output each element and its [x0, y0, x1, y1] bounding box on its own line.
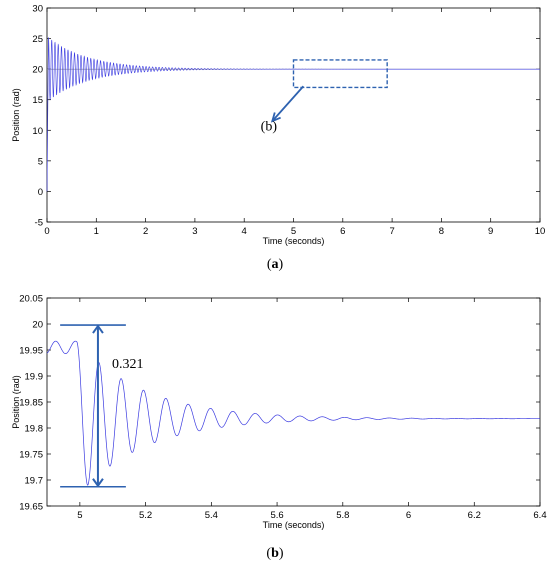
y-tick-label: 19.9 [25, 372, 44, 383]
x-tick-label: 3 [192, 226, 197, 237]
y-tick-label: 19.95 [19, 346, 43, 357]
plot-frame [46, 7, 541, 223]
y-tick-label: 0 [38, 187, 43, 198]
caption-open: ( [267, 257, 272, 272]
plot-frame [46, 297, 541, 507]
x-tick-label: 7 [389, 226, 394, 237]
y-tick-label: 20 [32, 320, 43, 331]
x-tick-label: 5.6 [270, 510, 283, 521]
x-tick-label: 6 [406, 510, 411, 521]
x-tick-label: 5.8 [336, 510, 349, 521]
annotation-arrow-head-up [92, 324, 104, 334]
caption-open: ( [266, 546, 271, 561]
y-tick-label: 30 [32, 4, 43, 15]
y-tick-label: 19.8 [25, 424, 44, 435]
x-tick-label: 2 [143, 226, 148, 237]
position-series-line [46, 340, 540, 486]
annotation-label: 0.321 [112, 357, 143, 372]
y-tick-label: 19.85 [19, 398, 43, 409]
y-tick-label: 19.7 [25, 476, 44, 487]
y-tick-label: 15 [32, 95, 43, 106]
x-tick-label: 8 [439, 226, 444, 237]
callout-label: (b) [261, 119, 278, 134]
x-tick-label: 0 [44, 226, 49, 237]
x-tick-label: 5.4 [205, 510, 218, 521]
caption-close: ) [279, 257, 284, 272]
x-tick-label: 9 [488, 226, 493, 237]
x-axis-label: Time (seconds) [263, 520, 325, 530]
x-tick-label: 6.2 [468, 510, 481, 521]
x-tick-label: 6.4 [533, 510, 546, 521]
callout-arrow-head [270, 112, 281, 123]
chart-b: 5 5.2 5.4 5.6 5.8 6 6.2 6.4 19.65 19.7 19.75 19.8 19… [11, 294, 547, 562]
x-tick-label: 4 [242, 226, 247, 237]
x-tick-label: 5 [291, 226, 296, 237]
figure-caption: (a) [267, 257, 284, 272]
y-tick-label: 20.05 [19, 294, 43, 305]
y-tick-label: 25 [32, 34, 43, 45]
y-tick-label: -5 [35, 218, 43, 229]
x-tick-label: 5.2 [139, 510, 152, 521]
figure-caption: (b) [266, 546, 283, 561]
caption-letter: b [271, 546, 279, 561]
y-tick-label: 19.65 [19, 502, 43, 513]
annotation-arrow-head-down [92, 478, 104, 488]
y-tick-label: 19.75 [19, 450, 43, 461]
y-tick-label: 10 [32, 126, 43, 137]
x-tick-label: 1 [94, 226, 99, 237]
y-tick-label: 5 [38, 156, 43, 167]
caption-close: ) [279, 546, 284, 561]
position-series-line [46, 37, 540, 192]
caption-letter: a [272, 257, 279, 272]
x-axis-label: Time (seconds) [263, 236, 325, 246]
callout-arrow-shaft [271, 85, 305, 122]
y-tick-label: 20 [32, 65, 43, 76]
x-tick-label: 10 [535, 226, 546, 237]
zoom-region-box [292, 59, 388, 89]
y-axis-label: Position (rad) [11, 375, 21, 429]
x-tick-label: 6 [340, 226, 345, 237]
x-tick-label: 5 [77, 510, 82, 521]
y-axis-label: Position (rad) [11, 88, 21, 142]
